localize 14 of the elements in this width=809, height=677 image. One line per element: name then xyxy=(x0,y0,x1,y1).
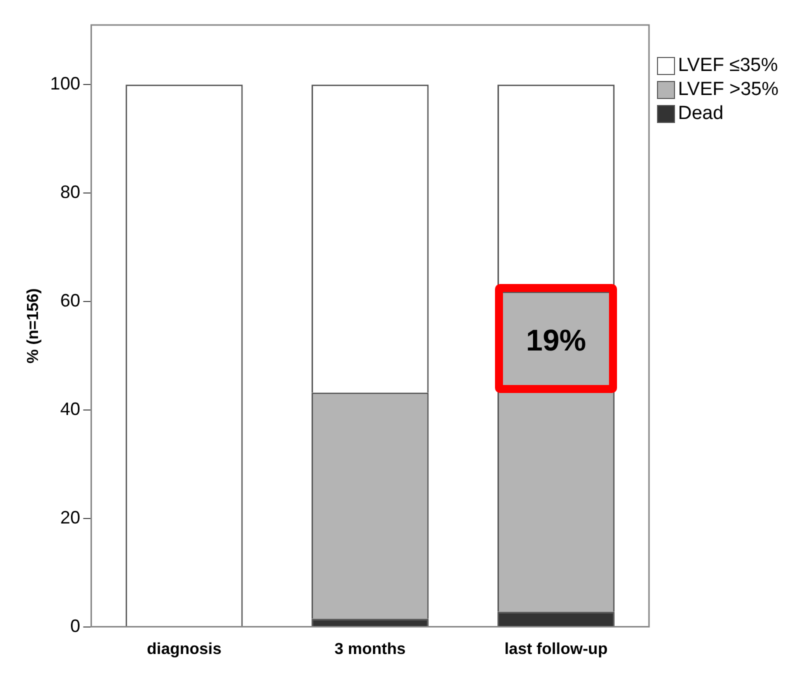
x-tick-label: 3 months xyxy=(334,640,406,658)
legend-label: Dead xyxy=(678,103,724,125)
y-axis-title: % (n=156) xyxy=(25,288,42,364)
x-tick-label: last follow-up xyxy=(504,640,608,658)
y-tick-label: 60 xyxy=(60,290,80,310)
x-tick-label: diagnosis xyxy=(146,640,222,658)
y-tick-label: 20 xyxy=(60,507,80,528)
legend-label: LVEF >35% xyxy=(678,79,779,101)
y-tick-label: 100 xyxy=(50,74,80,94)
y-tick-label: 40 xyxy=(60,398,80,419)
y-tick-label: 0 xyxy=(70,616,80,636)
y-tick-label: 80 xyxy=(60,182,80,202)
annotation: 19% xyxy=(526,324,586,358)
text: LVEF ≤35% xyxy=(678,55,778,77)
